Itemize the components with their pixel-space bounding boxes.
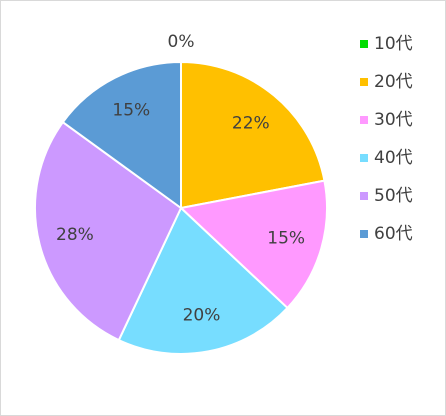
legend-marker — [360, 40, 368, 48]
data-label: 20% — [183, 306, 221, 326]
data-label: 28% — [56, 225, 94, 245]
legend-label: 10代 — [374, 34, 413, 54]
legend-marker — [360, 116, 368, 124]
legend-label: 40代 — [374, 148, 413, 168]
legend-marker — [360, 78, 368, 86]
pie-slice — [180, 60, 326, 210]
data-label: 15% — [112, 100, 150, 120]
pie-slice — [117, 206, 289, 355]
legend-label: 20代 — [374, 72, 413, 92]
pie-slice — [61, 60, 182, 210]
legend-marker — [360, 192, 368, 200]
legend-marker — [360, 230, 368, 238]
legend-marker — [360, 154, 368, 162]
legend-label: 60代 — [374, 224, 413, 244]
legend-label: 50代 — [374, 186, 413, 206]
pie-slice — [34, 120, 183, 342]
data-label: 22% — [232, 114, 270, 134]
legend-label: 30代 — [374, 110, 413, 130]
data-label: 0% — [168, 32, 195, 52]
data-label: 15% — [267, 229, 305, 249]
pie-slice — [178, 179, 328, 310]
